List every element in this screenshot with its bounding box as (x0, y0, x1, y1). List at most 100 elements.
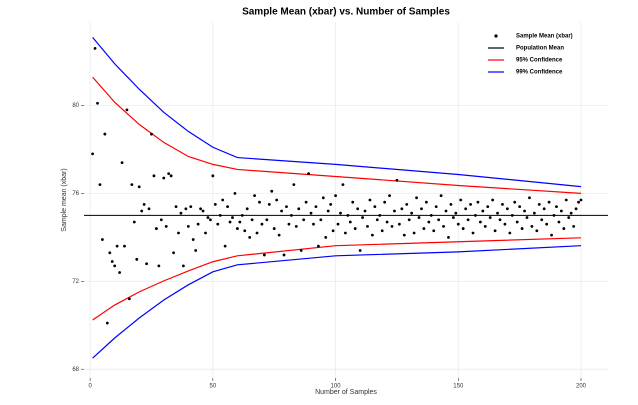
sample-point (137, 185, 141, 189)
sample-point (537, 202, 541, 206)
sample-point (456, 222, 460, 226)
sample-point (422, 227, 426, 230)
sample-point (346, 213, 350, 217)
sample-point (412, 231, 416, 235)
sample-point (125, 108, 129, 112)
sample-point (358, 249, 362, 252)
sample-point (101, 238, 104, 241)
sample-point (429, 213, 433, 217)
sample-point (329, 202, 333, 206)
legend-key (494, 34, 498, 38)
sample-point (201, 209, 205, 213)
sample-point (336, 222, 340, 226)
sample-point (343, 231, 347, 235)
sample-point (253, 194, 256, 198)
sample-point (115, 244, 119, 248)
sample-point (356, 207, 360, 211)
sample-point (172, 251, 175, 255)
sample-point (292, 183, 296, 187)
sample-point (248, 235, 252, 239)
sample-point (233, 192, 237, 195)
x-tick-label: 50 (210, 384, 217, 390)
sample-point (518, 205, 522, 208)
sample-point (309, 211, 313, 215)
sample-point (505, 207, 509, 211)
sample-point (93, 46, 97, 50)
sample-point (417, 216, 421, 219)
sample-point (199, 207, 202, 211)
sample-point (221, 198, 225, 202)
sample-point (243, 229, 247, 233)
sample-point (476, 200, 480, 204)
sample-point (267, 202, 271, 206)
sample-point (307, 172, 310, 176)
sample-point (508, 231, 512, 235)
sample-point (373, 205, 377, 208)
sample-point (405, 202, 409, 206)
sample-point (297, 207, 301, 211)
confidence-line (92, 237, 582, 321)
sample-point (240, 213, 244, 217)
sample-point (555, 205, 558, 208)
sample-point (370, 233, 374, 237)
sample-point (216, 222, 220, 226)
x-tick-label: 200 (576, 384, 587, 390)
sample-point (159, 218, 163, 222)
sample-point (270, 189, 274, 193)
sample-point (466, 218, 470, 222)
sample-point (302, 218, 306, 222)
sample-point (439, 194, 443, 198)
sample-point (535, 229, 539, 233)
sample-point (319, 218, 323, 222)
sample-point (275, 198, 279, 202)
sample-point (503, 222, 507, 226)
sample-point (103, 132, 107, 136)
sample-point (135, 257, 139, 261)
sample-point (447, 235, 450, 239)
sample-point (226, 205, 229, 208)
sample-point (167, 172, 171, 176)
sample-point (204, 231, 207, 235)
sample-point (486, 205, 490, 208)
sample-point (285, 205, 288, 208)
sample-point (375, 218, 379, 222)
sample-point (231, 216, 234, 219)
sample-point (407, 218, 411, 222)
sample-point (530, 224, 534, 228)
sample-point (132, 220, 136, 224)
sample-point (483, 224, 487, 228)
sample-point (184, 207, 188, 211)
sample-point (572, 224, 576, 228)
sample-point (120, 161, 124, 165)
sample-point (191, 238, 195, 241)
sample-point (567, 216, 571, 219)
y-tick-label: 68 (72, 367, 79, 373)
sample-point (523, 209, 526, 213)
legend-label: Sample Mean (xbar) (516, 34, 573, 40)
sample-point (223, 244, 227, 248)
x-tick-label: 150 (453, 384, 464, 390)
sample-point (98, 183, 102, 187)
sample-point (113, 264, 117, 268)
sample-point (140, 209, 144, 213)
x-tick-label: 0 (88, 384, 92, 390)
sample-point (478, 220, 482, 224)
sample-point (316, 244, 320, 248)
sample-point (152, 174, 156, 178)
x-axis-label: Number of Samples (315, 389, 377, 396)
sample-point (341, 183, 345, 187)
sample-point (545, 222, 549, 226)
sample-point (351, 200, 355, 204)
sample-point (454, 211, 458, 215)
sample-point (474, 213, 477, 217)
sample-point (147, 207, 151, 211)
sample-point (262, 253, 266, 257)
sample-point (427, 220, 431, 224)
sample-point (501, 202, 504, 206)
sample-point (130, 183, 134, 187)
sample-point (348, 220, 352, 224)
sample-point (282, 253, 286, 257)
sample-point (390, 224, 394, 228)
sample-point (304, 200, 308, 204)
